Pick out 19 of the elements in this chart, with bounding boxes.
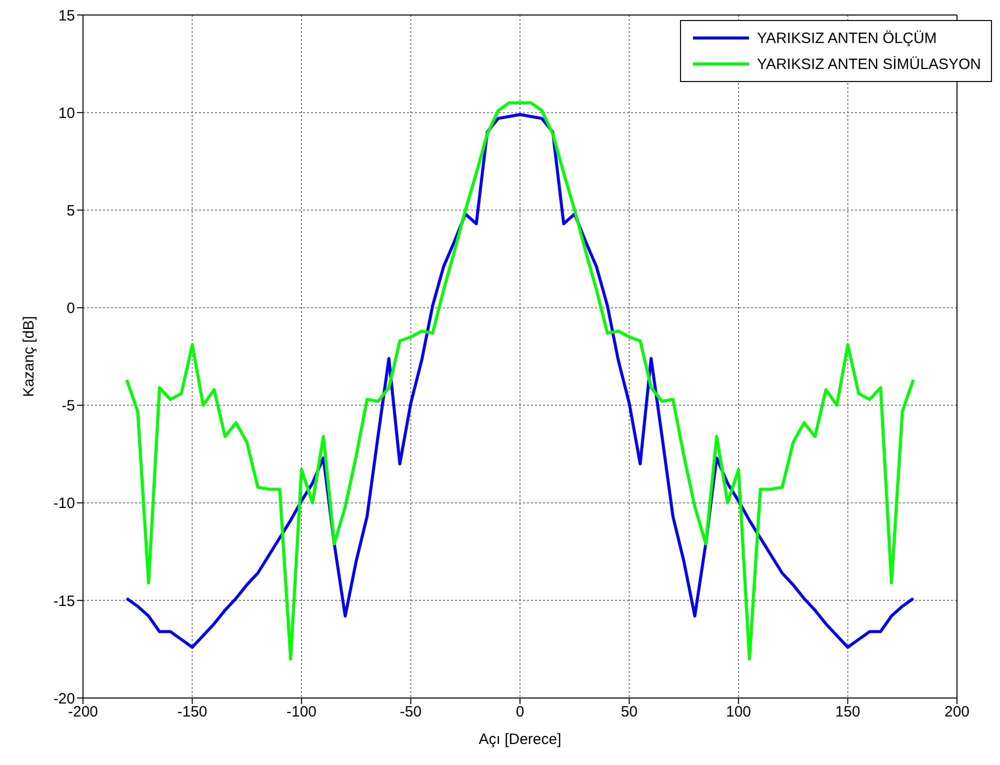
x-tick-label: 0	[516, 704, 524, 721]
x-tick-label: 150	[835, 704, 860, 721]
legend-label: YARIKSIZ ANTEN SİMÜLASYON	[757, 56, 981, 72]
x-tick-label: -150	[177, 704, 208, 721]
y-tick-label: -5	[62, 398, 75, 415]
x-tick-label: -100	[286, 704, 317, 721]
y-axis-title: Kazanç [dB]	[20, 316, 38, 397]
y-tick-label: 0	[66, 300, 75, 318]
x-tick-label: -50	[400, 704, 422, 721]
legend-label: YARIKSIZ ANTEN ÖLÇÜM	[757, 30, 937, 46]
y-tick-label: 10	[58, 104, 75, 122]
y-tick-label: 5	[66, 202, 75, 220]
y-tick-label: -15	[53, 592, 75, 610]
x-tick-label: 50	[620, 704, 638, 721]
x-tick-label: 200	[944, 704, 970, 721]
x-axis-title: Açı [Derece]	[478, 731, 562, 748]
y-tick-label: 15	[58, 7, 75, 24]
y-tick-label: -10	[53, 495, 75, 512]
x-tick-label: 100	[726, 704, 752, 721]
